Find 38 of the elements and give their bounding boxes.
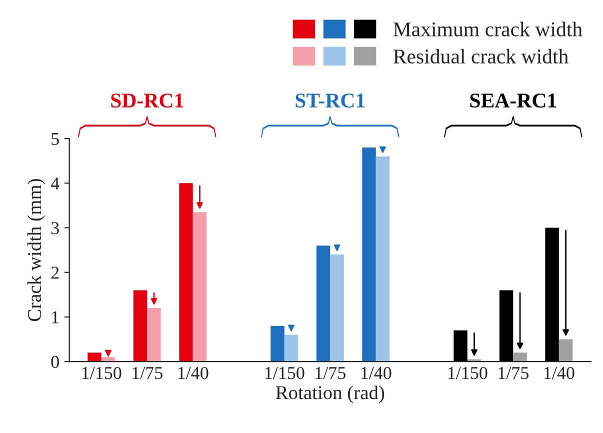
- bar: [499, 290, 514, 362]
- x-tick-label: 1/150: [82, 366, 122, 380]
- bar: [376, 156, 390, 362]
- y-tick-label: 0: [51, 356, 59, 368]
- legend-label: Residual crack width: [393, 48, 568, 64]
- bar: [558, 339, 573, 362]
- x-tick-label: 1/40: [178, 366, 208, 380]
- x-tick-label: 1/150: [448, 366, 488, 380]
- text: ST-RC1: [296, 94, 365, 108]
- y-tick-label: 3: [51, 222, 59, 234]
- y-tick-label: 1: [52, 311, 59, 324]
- bar: [88, 352, 102, 362]
- bar: [284, 334, 298, 362]
- bar: [179, 183, 193, 362]
- bar: [133, 290, 148, 362]
- y-tick-label: 5: [52, 133, 59, 145]
- y-tick-label: 4: [50, 178, 60, 190]
- text: SEA-RC1: [470, 94, 556, 108]
- x-tick-label: 1/150: [265, 366, 304, 380]
- bar: [545, 228, 559, 362]
- bar: [330, 254, 344, 362]
- bar: [147, 308, 161, 362]
- text: SD-RC1: [111, 94, 184, 108]
- x-tick-label: 1/40: [544, 366, 574, 380]
- x-tick-label: 1/40: [361, 366, 392, 380]
- x-tick-label: 1/75: [132, 367, 162, 380]
- bar: [454, 330, 468, 362]
- y-axis-title: Crack width (mm): [27, 179, 46, 322]
- x-tick-label: 1/75: [498, 367, 529, 380]
- x-axis-title: Rotation (rad): [276, 386, 384, 404]
- bar: [316, 246, 330, 362]
- bar: [192, 212, 207, 362]
- legend-label: Maximum crack width: [393, 22, 582, 36]
- bar: [270, 326, 284, 362]
- y-tick-label: 2: [51, 266, 59, 279]
- x-tick-label: 1/75: [316, 367, 346, 380]
- bar: [513, 352, 527, 362]
- bar: [362, 147, 376, 362]
